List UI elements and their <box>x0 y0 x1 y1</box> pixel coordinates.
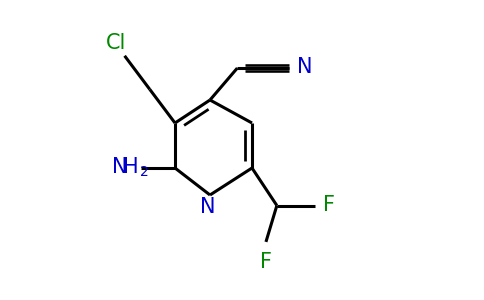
Text: N: N <box>297 57 313 77</box>
Text: H: H <box>123 157 139 177</box>
Text: 2: 2 <box>140 165 149 179</box>
Text: N: N <box>112 157 128 177</box>
Text: F: F <box>260 252 272 272</box>
Text: F: F <box>323 194 335 214</box>
Text: N: N <box>200 197 216 217</box>
Text: Cl: Cl <box>106 33 126 52</box>
